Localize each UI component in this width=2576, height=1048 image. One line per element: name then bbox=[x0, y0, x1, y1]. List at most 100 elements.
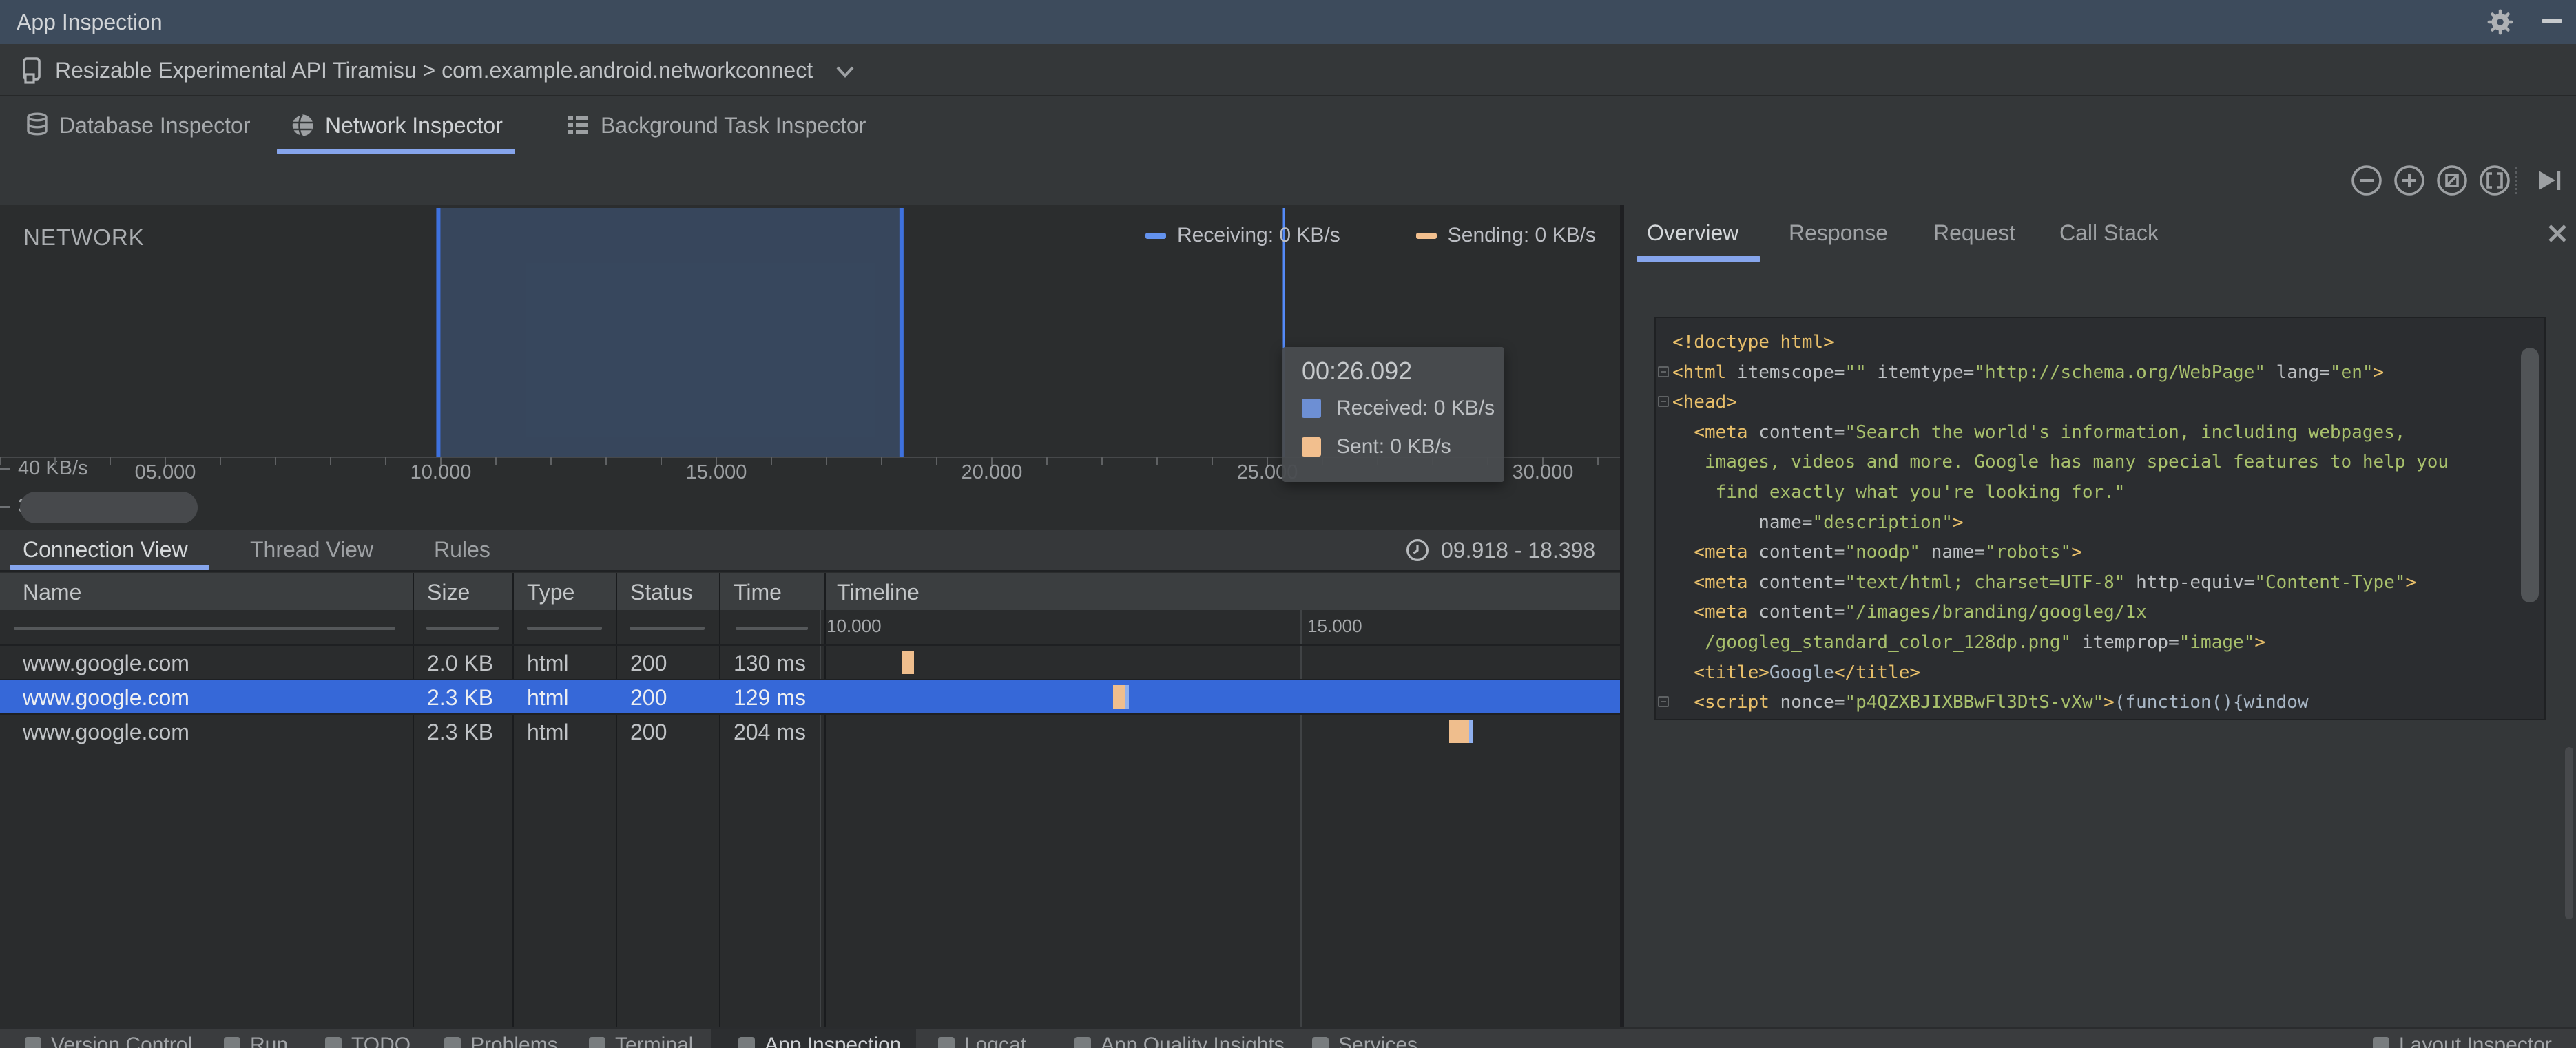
code-token-attr: content= bbox=[1758, 572, 1845, 593]
tab-request[interactable]: Request bbox=[1933, 220, 2016, 245]
tool-window-button-services[interactable]: Services bbox=[1312, 1031, 1417, 1048]
zoom-to-selection-icon[interactable] bbox=[2478, 164, 2511, 197]
tool-window-button-app-quality-insights[interactable]: App Quality Insights bbox=[1074, 1031, 1285, 1048]
tool-window-label: Layout Inspector bbox=[2399, 1034, 2552, 1048]
column-header-size[interactable]: Size bbox=[427, 580, 470, 605]
code-scrollbar[interactable] bbox=[2521, 348, 2539, 602]
code-token-tag: > bbox=[2071, 542, 2082, 563]
tool-window-button-layout-inspector[interactable]: Layout Inspector bbox=[2373, 1031, 2552, 1048]
panel-divider[interactable] bbox=[1620, 205, 1624, 1027]
tool-window-label: Services bbox=[1338, 1034, 1418, 1048]
reset-zoom-icon[interactable] bbox=[2435, 164, 2469, 197]
device-icon bbox=[22, 56, 45, 84]
globe-icon bbox=[289, 112, 315, 138]
code-token-attr: itemscope= bbox=[1736, 361, 1845, 383]
panel-scrollbar[interactable] bbox=[2565, 747, 2573, 919]
column-header-status[interactable]: Status bbox=[630, 580, 693, 605]
column-header-time[interactable]: Time bbox=[734, 580, 782, 605]
code-token-tag: <!doctype html> bbox=[1672, 332, 1834, 353]
tool-window-button-version-control[interactable]: Version Control bbox=[25, 1031, 192, 1048]
network-chart[interactable]: NETWORK 40 KB/s3224168 05.00010.00015.00… bbox=[0, 205, 1620, 631]
code-token-str: find exactly what you're looking for." bbox=[1672, 481, 2126, 503]
fold-marker-icon[interactable] bbox=[1658, 696, 1669, 708]
table-row[interactable]: www.google.com 2.0 KB html 200 130 ms bbox=[0, 644, 1620, 679]
code-token-str: "Search the world's information, includi… bbox=[1845, 421, 2406, 443]
timeline-bar bbox=[901, 651, 914, 674]
table-row[interactable]: www.google.com 2.3 KB html 200 204 ms bbox=[0, 713, 1620, 748]
column-header-timeline[interactable]: Timeline bbox=[837, 580, 920, 605]
column-gridline bbox=[719, 573, 720, 1029]
cell-type: html bbox=[527, 685, 569, 710]
code-token-attr: itemtype= bbox=[1866, 361, 1975, 383]
code-token-text: Google bbox=[1769, 662, 1834, 683]
code-token-str: "/images/branding/googleg/1x bbox=[1845, 602, 2147, 623]
tab-overview[interactable]: Overview bbox=[1647, 220, 1739, 245]
tab-network-inspector[interactable]: Network Inspector bbox=[277, 96, 515, 154]
tooltip-sent: Sent: 0 KB/s bbox=[1302, 435, 1451, 459]
code-token-str: /googleg_standard_color_128dp.png" bbox=[1672, 631, 2072, 653]
tool-window-button-app-inspection[interactable]: App Inspection bbox=[738, 1031, 901, 1048]
zoom-in-icon[interactable] bbox=[2393, 164, 2426, 197]
active-detail-tab-underline bbox=[1637, 256, 1760, 262]
tool-window-button-run[interactable]: Run bbox=[224, 1031, 288, 1048]
tab-response[interactable]: Response bbox=[1789, 220, 1889, 245]
layout-inspector-icon bbox=[2373, 1037, 2389, 1048]
cell-size: 2.3 KB bbox=[427, 685, 494, 710]
code-token-attr: http-equiv= bbox=[2125, 572, 2255, 593]
toolbar-separator bbox=[2515, 167, 2520, 194]
x-tick-label: 05.000 bbox=[134, 461, 196, 483]
tooltip-received: Received: 0 KB/s bbox=[1302, 397, 1495, 420]
tab-call-stack[interactable]: Call Stack bbox=[2059, 220, 2159, 245]
tab-rules[interactable]: Rules bbox=[434, 536, 490, 562]
timeline-gridline bbox=[1300, 610, 1302, 1029]
code-token-str: "robots" bbox=[1984, 542, 2072, 563]
sending-swatch bbox=[1415, 232, 1437, 239]
tool-window-button-terminal[interactable]: Terminal bbox=[589, 1031, 693, 1048]
code-line: <!doctype html> bbox=[1672, 328, 2449, 358]
tool-window-bar: Version Control Run TODO Problems Terminal Ap… bbox=[0, 1027, 2576, 1048]
close-icon[interactable] bbox=[2546, 222, 2569, 245]
services-icon bbox=[1312, 1037, 1329, 1048]
column-header-type[interactable]: Type bbox=[527, 580, 575, 605]
todo-icon bbox=[325, 1037, 342, 1048]
tab-background-task-inspector[interactable]: Background Task Inspector bbox=[565, 96, 866, 154]
cell-time: 204 ms bbox=[734, 720, 806, 744]
logcat-icon bbox=[938, 1037, 955, 1048]
code-line: <meta content="noodp" name="robots"> bbox=[1672, 538, 2449, 568]
code-line: name="description"> bbox=[1672, 508, 2449, 538]
tab-thread-view[interactable]: Thread View bbox=[250, 536, 374, 562]
column-header-name[interactable]: Name bbox=[23, 580, 82, 605]
tool-window-button-logcat[interactable]: Logcat bbox=[938, 1031, 1026, 1048]
code-line: find exactly what you're looking for." bbox=[1672, 478, 2449, 508]
minimize-icon[interactable] bbox=[2542, 19, 2562, 23]
code-token-attr: lang= bbox=[2265, 361, 2330, 383]
time-range: 09.918 - 18.398 bbox=[1405, 536, 1595, 565]
cell-status: 200 bbox=[630, 685, 667, 710]
code-line: <title>Google</title> bbox=[1672, 658, 2449, 689]
column-separator bbox=[426, 627, 499, 630]
tab-connection-view[interactable]: Connection View bbox=[23, 536, 188, 562]
x-tick-label: 15.000 bbox=[685, 461, 747, 483]
fold-marker-icon[interactable] bbox=[1658, 366, 1669, 377]
insights-icon bbox=[1074, 1037, 1091, 1048]
chart-scrollbar[interactable] bbox=[20, 492, 198, 523]
tool-window-button-problems[interactable]: Problems bbox=[444, 1031, 558, 1048]
zoom-out-icon[interactable] bbox=[2350, 164, 2383, 197]
tool-window-button-todo[interactable]: TODO bbox=[325, 1031, 411, 1048]
fold-marker-icon[interactable] bbox=[1658, 396, 1669, 408]
code-token-tag: <head> bbox=[1672, 392, 1737, 413]
gear-icon[interactable] bbox=[2485, 7, 2515, 37]
timeline-gridline bbox=[820, 610, 821, 1029]
process-selector-bar[interactable]: Resizable Experimental API Tiramisu > co… bbox=[0, 44, 2576, 96]
cell-time: 130 ms bbox=[734, 651, 806, 675]
go-live-icon[interactable] bbox=[2532, 164, 2565, 197]
response-code-view[interactable]: <!doctype html> <html itemscope="" itemty… bbox=[1654, 317, 2546, 720]
code-token-attr: content= bbox=[1758, 602, 1845, 623]
table-header[interactable]: Name Size Type Status Time Timeline bbox=[0, 573, 1620, 610]
code-lines: <!doctype html> <html itemscope="" itemty… bbox=[1672, 328, 2449, 718]
table-row[interactable]: www.google.com 2.3 KB html 200 129 ms bbox=[0, 679, 1620, 713]
code-token-attr: nonce= bbox=[1780, 692, 1845, 713]
tab-database-inspector[interactable]: Database Inspector bbox=[25, 96, 251, 154]
code-token-tag: <meta bbox=[1672, 602, 1759, 623]
